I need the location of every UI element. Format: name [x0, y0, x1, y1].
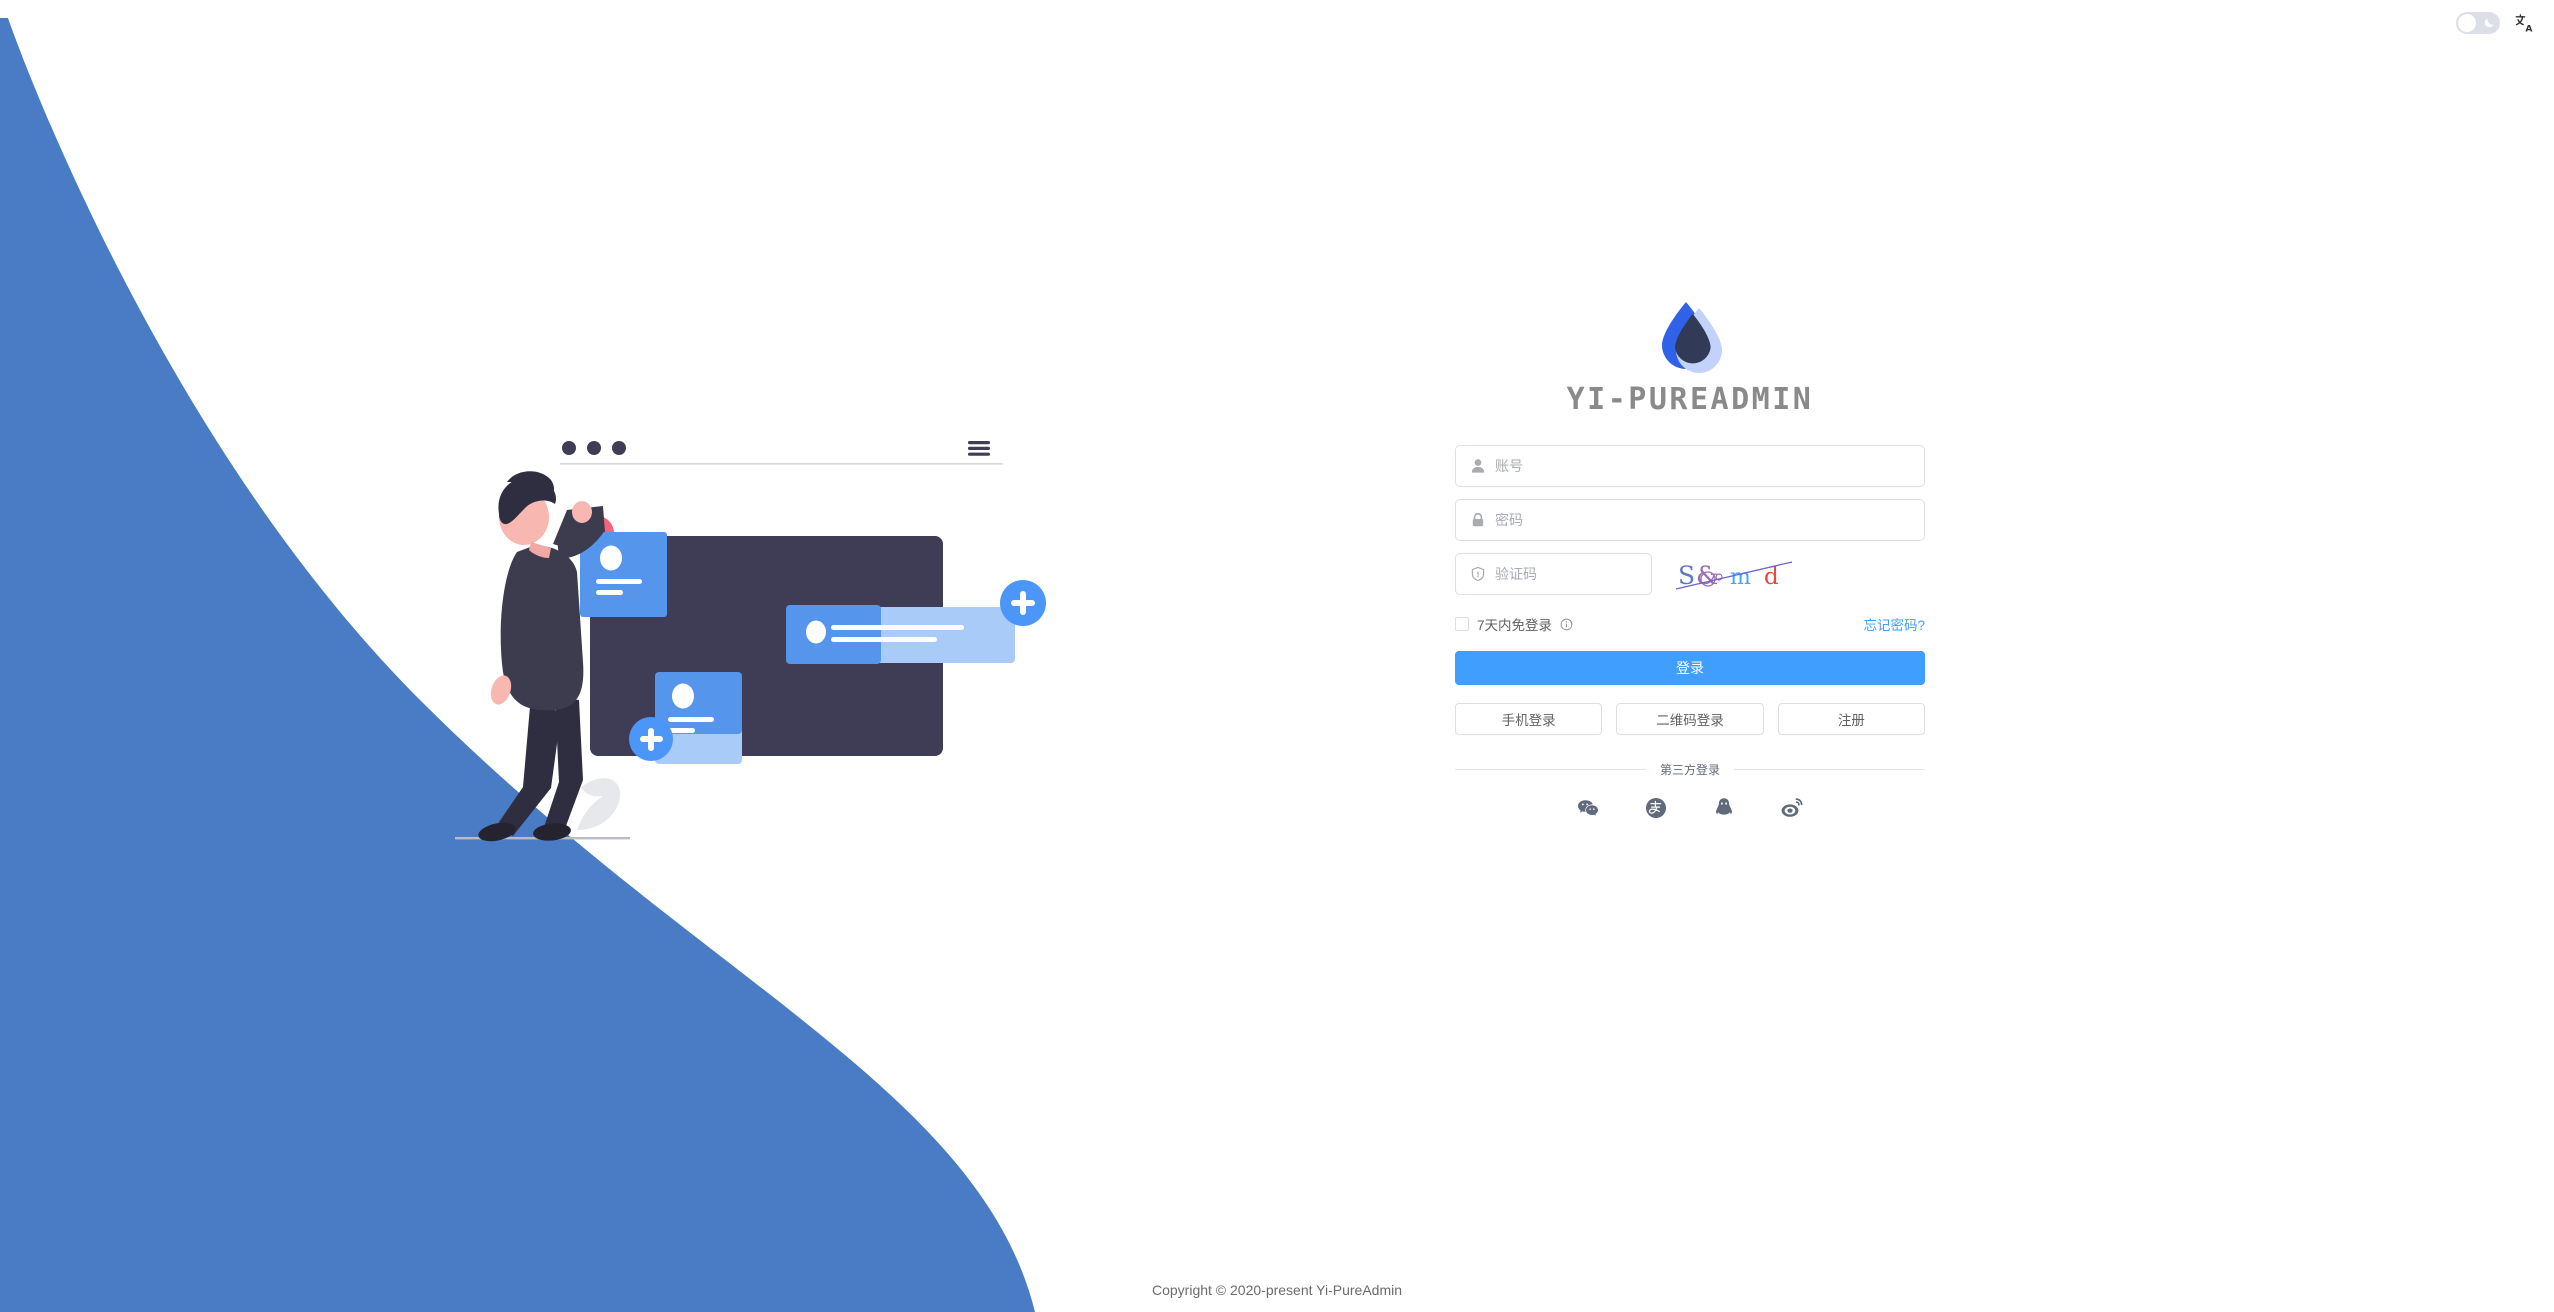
weibo-icon[interactable]	[1780, 796, 1804, 820]
divider-line-right	[1734, 769, 1926, 770]
qq-icon[interactable]	[1712, 796, 1736, 820]
info-circle-icon[interactable]	[1560, 618, 1573, 631]
register-button[interactable]: 注册	[1777, 703, 1925, 735]
moon-icon	[2484, 18, 2494, 28]
language-switch-button[interactable]: A	[2514, 12, 2536, 35]
alipay-icon[interactable]	[1644, 796, 1668, 820]
user-icon	[1470, 458, 1486, 474]
svg-text:S: S	[1678, 561, 1695, 590]
third-party-divider: 第三方登录	[1455, 761, 1926, 778]
copyright-text: Copyright © 2020-present Yi-PureAdmin	[1152, 1282, 1402, 1298]
person-organizing-cards-illustration	[455, 441, 1046, 842]
qrcode-login-button[interactable]: 二维码登录	[1616, 703, 1764, 735]
lock-icon	[1470, 512, 1486, 528]
captcha-row: S & m d	[1455, 553, 1925, 595]
phone-login-button[interactable]: 手机登录	[1455, 703, 1603, 735]
wechat-icon[interactable]	[1576, 796, 1600, 820]
alternative-login-buttons: 手机登录 二维码登录 注册	[1455, 703, 1925, 735]
captcha-image[interactable]: S & m d	[1674, 554, 1794, 594]
password-field[interactable]	[1455, 499, 1925, 541]
checkbox-box[interactable]	[1455, 617, 1469, 631]
toggle-knob	[2458, 14, 2476, 32]
divider-line-left	[1455, 769, 1646, 770]
username-field[interactable]	[1455, 445, 1925, 487]
remember-me-checkbox[interactable]: 7天内免登录	[1455, 614, 1573, 634]
forgot-password-link[interactable]: 忘记密码?	[1863, 618, 1925, 633]
shield-icon	[1470, 566, 1486, 582]
svg-text:A: A	[2525, 24, 2533, 34]
options-row: 7天内免登录 忘记密码?	[1455, 607, 1925, 641]
illustration-browser-bar	[560, 441, 1003, 465]
dark-mode-toggle[interactable]	[2456, 12, 2500, 34]
svg-text:m: m	[1730, 565, 1751, 590]
remember-me-label: 7天内免登录	[1477, 618, 1553, 633]
top-controls: A	[2456, 12, 2536, 35]
footer: Copyright © 2020-present Yi-PureAdmin	[0, 1282, 2554, 1298]
svg-text:d: d	[1764, 564, 1779, 590]
captcha-input[interactable]	[1495, 554, 1651, 594]
captcha-field[interactable]	[1455, 553, 1652, 595]
password-input[interactable]	[1495, 500, 1924, 540]
login-panel: YI-PUREADMIN	[1455, 300, 1926, 820]
logo-wrapper	[1455, 300, 1925, 374]
third-party-providers	[1455, 796, 1925, 820]
login-button[interactable]: 登录	[1455, 651, 1925, 685]
third-party-label: 第三方登录	[1660, 763, 1721, 777]
username-input[interactable]	[1495, 446, 1924, 486]
water-drop-logo-icon	[1662, 302, 1722, 373]
page-title: YI-PUREADMIN	[1566, 382, 1814, 417]
